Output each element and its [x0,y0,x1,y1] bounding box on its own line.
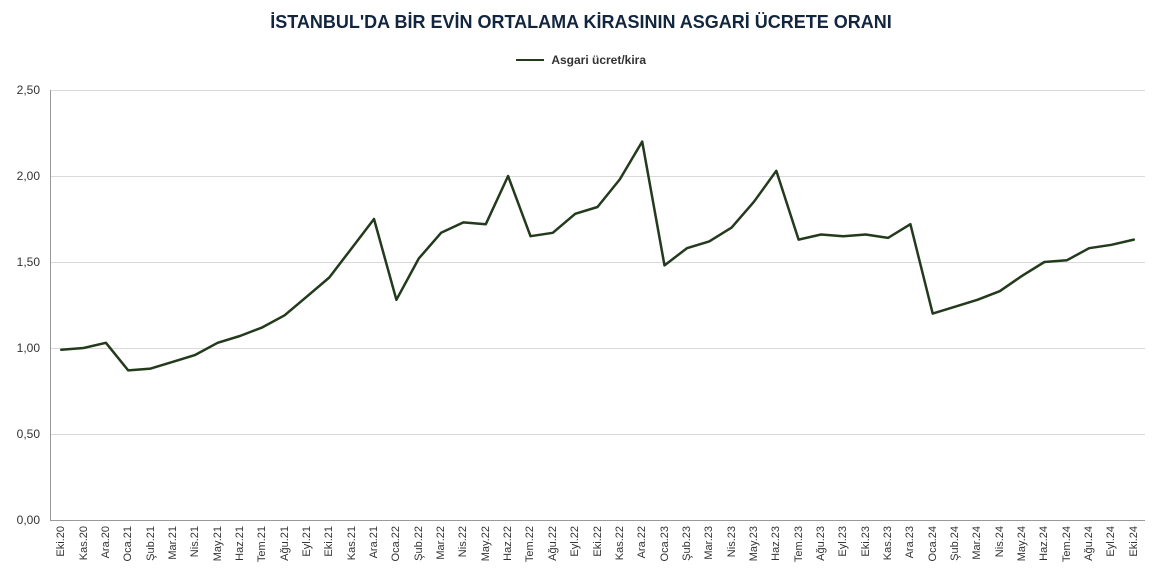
line-chart: İSTANBUL'DA BİR EVİN ORTALAMA KİRASININ … [0,0,1162,581]
line-series [0,0,1162,581]
series-line [61,142,1134,371]
